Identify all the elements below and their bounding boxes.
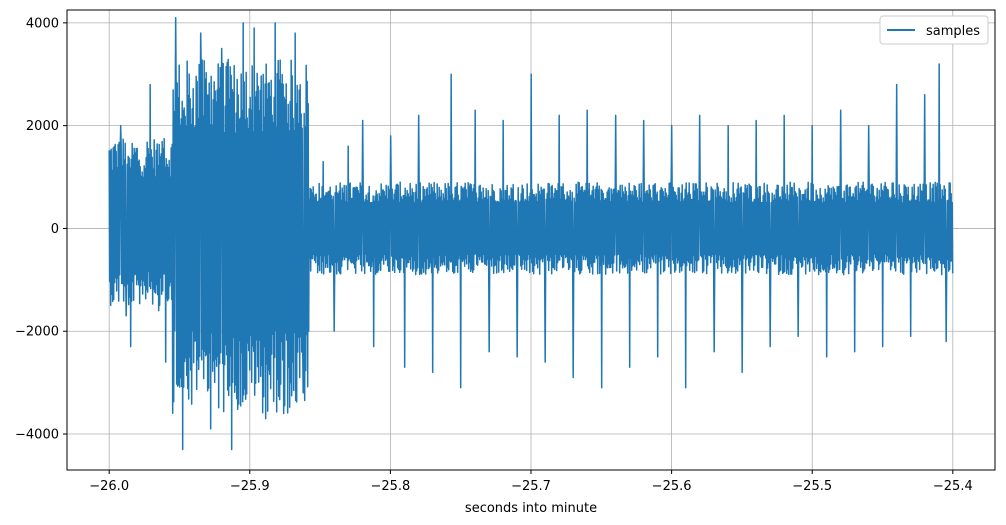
y-tick-label: 0 [51,222,59,237]
x-tick-label: −25.7 [511,479,551,494]
y-tick-label: 2000 [26,119,59,134]
legend: samples [879,15,989,45]
series-samples [108,16,954,451]
y-tick-label: 4000 [26,16,59,31]
x-axis-label: seconds into minute [465,501,597,516]
x-tick-label: −25.8 [370,479,410,494]
x-tick-label: −26.0 [89,479,129,494]
legend-label-samples: samples [926,24,980,39]
x-tick-label: −25.9 [230,479,270,494]
y-axis: −4000 −2000 0 2000 4000 [15,16,67,443]
y-tick-label: −2000 [15,325,59,340]
y-tick-label: −4000 [15,428,59,443]
series-line-samples [108,16,954,451]
legend-box [879,15,989,45]
x-tick-label: −25.5 [792,479,832,494]
x-axis: −26.0 −25.9 −25.8 −25.7 −25.6 −25.5 −25.4 [89,470,973,494]
plot-area [108,16,954,451]
x-tick-label: −25.4 [933,479,973,494]
x-tick-label: −25.6 [652,479,692,494]
